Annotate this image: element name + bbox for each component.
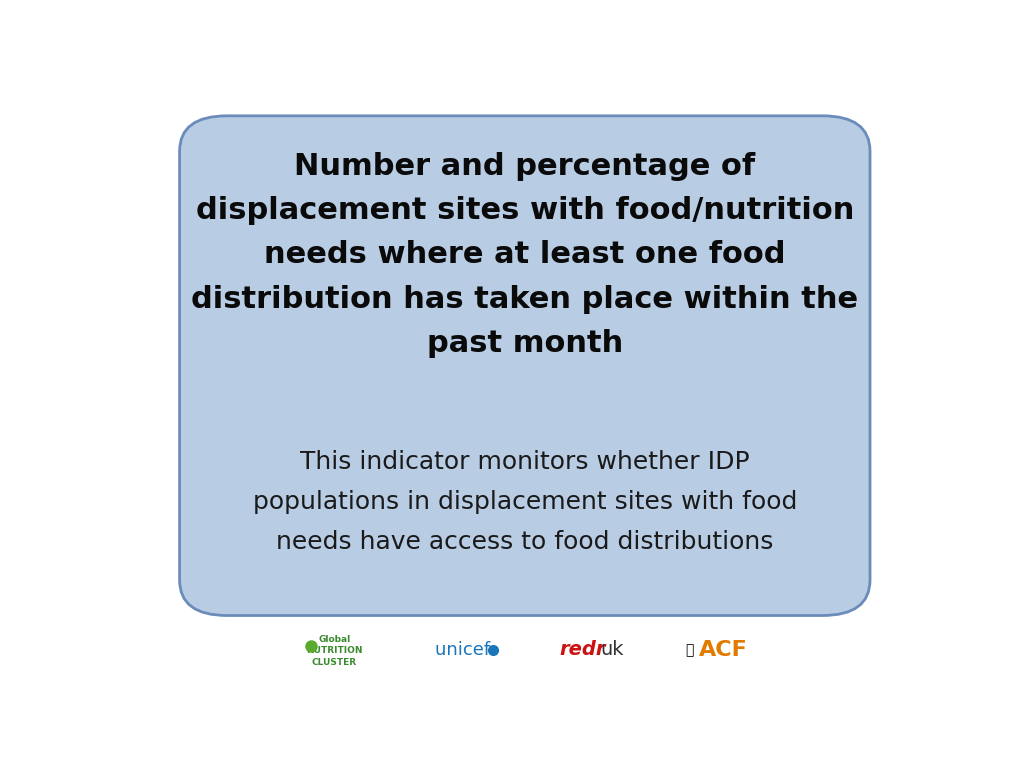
Text: needs where at least one food: needs where at least one food: [264, 240, 785, 270]
Text: past month: past month: [427, 329, 623, 358]
Text: uk: uk: [600, 641, 624, 659]
Text: populations in displacement sites with food: populations in displacement sites with f…: [253, 490, 797, 514]
Text: redr: redr: [559, 641, 606, 659]
Text: unicef: unicef: [435, 641, 496, 659]
Text: Number and percentage of: Number and percentage of: [294, 151, 756, 180]
FancyBboxPatch shape: [179, 116, 870, 615]
Text: This indicator monitors whether IDP: This indicator monitors whether IDP: [300, 450, 750, 474]
Text: ACF: ACF: [698, 640, 748, 660]
Text: 🌿: 🌿: [685, 643, 693, 657]
Text: distribution has taken place within the: distribution has taken place within the: [191, 285, 858, 313]
Text: displacement sites with food/nutrition: displacement sites with food/nutrition: [196, 196, 854, 225]
Text: needs have access to food distributions: needs have access to food distributions: [276, 530, 773, 554]
Text: Global
NUTRITION
CLUSTER: Global NUTRITION CLUSTER: [306, 635, 362, 667]
